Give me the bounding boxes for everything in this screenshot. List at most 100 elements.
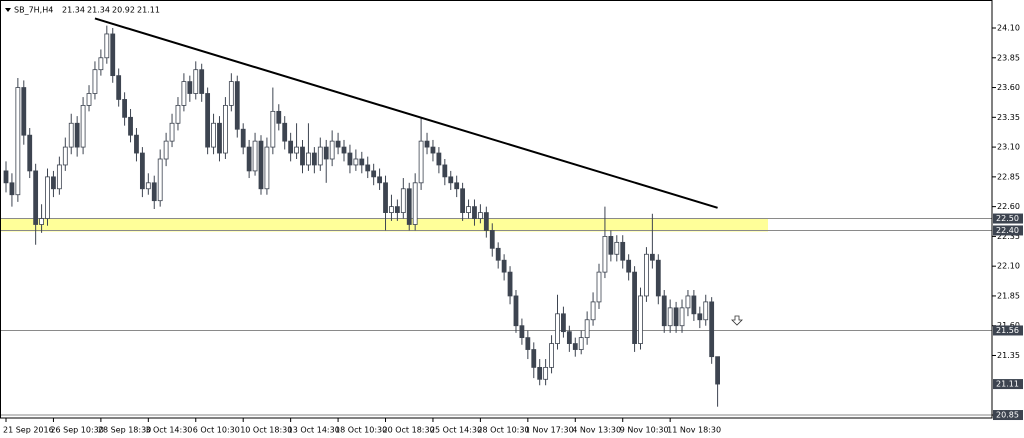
candle-body bbox=[477, 212, 483, 219]
candle-body bbox=[98, 57, 104, 71]
candle-body bbox=[288, 140, 294, 154]
candle-body bbox=[436, 152, 442, 166]
candle-body bbox=[217, 122, 222, 154]
candle-body bbox=[169, 122, 175, 142]
candle-body bbox=[454, 182, 460, 190]
candle-body bbox=[602, 236, 608, 273]
candle-body bbox=[715, 356, 720, 385]
candle-body bbox=[537, 366, 543, 380]
candle-body bbox=[86, 93, 92, 106]
candle-body bbox=[614, 241, 620, 255]
candle-body bbox=[644, 253, 649, 297]
x-tick-label: 6 Oct 10:30 bbox=[193, 426, 240, 435]
x-tick-label: 3 Oct 14:30 bbox=[145, 426, 192, 435]
candle-body bbox=[56, 164, 62, 190]
level-label: 20.85 bbox=[996, 411, 1019, 420]
candle-body bbox=[424, 140, 430, 148]
x-tick-label: 25 Oct 14:30 bbox=[430, 426, 482, 435]
x-tick-label: 26 Sep 10:30 bbox=[50, 426, 103, 435]
candle-body bbox=[317, 146, 323, 166]
candle-body bbox=[519, 325, 525, 339]
candle-body bbox=[667, 307, 673, 327]
candle-body bbox=[442, 164, 448, 178]
candle-body bbox=[400, 188, 406, 213]
price-label-bg bbox=[993, 379, 1023, 390]
menu-arrow[interactable] bbox=[5, 8, 11, 12]
candle-body bbox=[531, 349, 537, 368]
y-tick-label: 23.35 bbox=[997, 113, 1020, 122]
candle-body bbox=[561, 313, 566, 333]
candle-body bbox=[68, 122, 74, 148]
candle-body bbox=[466, 206, 471, 213]
symbol: SB_7H,H4 bbox=[14, 6, 53, 15]
y-tick-label: 23.85 bbox=[997, 53, 1020, 62]
header-low: 20.92 bbox=[112, 6, 135, 15]
candle-body bbox=[632, 271, 637, 344]
candle-body bbox=[104, 33, 110, 59]
candle-body bbox=[513, 295, 519, 327]
candle-body bbox=[199, 69, 205, 94]
candle-body bbox=[371, 170, 377, 178]
candle-body bbox=[697, 313, 703, 321]
candle-body bbox=[608, 236, 614, 255]
candle-body bbox=[240, 128, 246, 148]
candle-body bbox=[228, 81, 234, 106]
y-tick-label: 22.85 bbox=[997, 172, 1020, 181]
candle-body bbox=[572, 343, 578, 350]
candle-body bbox=[365, 164, 371, 172]
candle-body bbox=[525, 337, 531, 350]
candle-body bbox=[649, 253, 655, 261]
y-tick-label: 22.35 bbox=[997, 232, 1020, 241]
y-tick-label: 22.60 bbox=[997, 202, 1020, 211]
candle-body bbox=[638, 295, 643, 344]
trendline bbox=[94, 17, 718, 209]
x-tick-label: 10 Oct 18:30 bbox=[240, 426, 292, 435]
candle-body bbox=[685, 295, 691, 309]
candle-body bbox=[584, 319, 590, 339]
candle-body bbox=[300, 146, 305, 166]
candle-body bbox=[555, 313, 560, 344]
header-high: 21.34 bbox=[87, 6, 110, 15]
candle-body bbox=[270, 110, 276, 148]
candle-body bbox=[252, 140, 258, 172]
candle-body bbox=[246, 146, 252, 172]
candle-body bbox=[389, 206, 394, 213]
candle-body bbox=[543, 366, 549, 380]
support-zone bbox=[1, 218, 768, 232]
candle-body bbox=[264, 146, 270, 190]
candle-body bbox=[341, 146, 347, 154]
x-tick-label: 4 Nov 13:30 bbox=[572, 426, 621, 435]
candle-body bbox=[294, 146, 299, 154]
candle-body bbox=[39, 218, 44, 225]
candle-body bbox=[359, 158, 365, 166]
candle-body bbox=[92, 69, 98, 94]
y-tick-label: 21.85 bbox=[997, 291, 1020, 300]
candle-body bbox=[276, 110, 282, 124]
candle-body bbox=[590, 301, 596, 321]
candle-body bbox=[3, 170, 9, 184]
plot-area bbox=[1, 17, 992, 416]
candle-body bbox=[353, 158, 359, 166]
x-tick-label: 18 Oct 10:30 bbox=[335, 426, 387, 435]
candle-body bbox=[27, 134, 33, 172]
candle-body bbox=[679, 307, 685, 327]
level-label: 21.56 bbox=[996, 326, 1019, 335]
y-tick-label: 22.10 bbox=[997, 262, 1020, 271]
candle-body bbox=[661, 295, 667, 327]
x-tick-label: 1 Nov 17:30 bbox=[525, 426, 574, 435]
x-tick-label: 28 Oct 10:30 bbox=[477, 426, 529, 435]
candle-body bbox=[620, 241, 626, 261]
candle-body bbox=[80, 105, 86, 148]
candle-body bbox=[406, 188, 412, 225]
candle-body bbox=[193, 69, 199, 94]
candle-body bbox=[163, 140, 169, 160]
candle-body bbox=[258, 140, 264, 190]
x-tick-label: 9 Nov 10:30 bbox=[620, 426, 669, 435]
x-tick-label: 20 Oct 18:30 bbox=[383, 426, 435, 435]
x-tick-label: 11 Nov 18:30 bbox=[667, 426, 721, 435]
y-tick-label: 23.10 bbox=[997, 143, 1020, 152]
plot-frame bbox=[0, 0, 993, 419]
candle-body bbox=[62, 146, 68, 166]
candle-body bbox=[549, 343, 554, 368]
